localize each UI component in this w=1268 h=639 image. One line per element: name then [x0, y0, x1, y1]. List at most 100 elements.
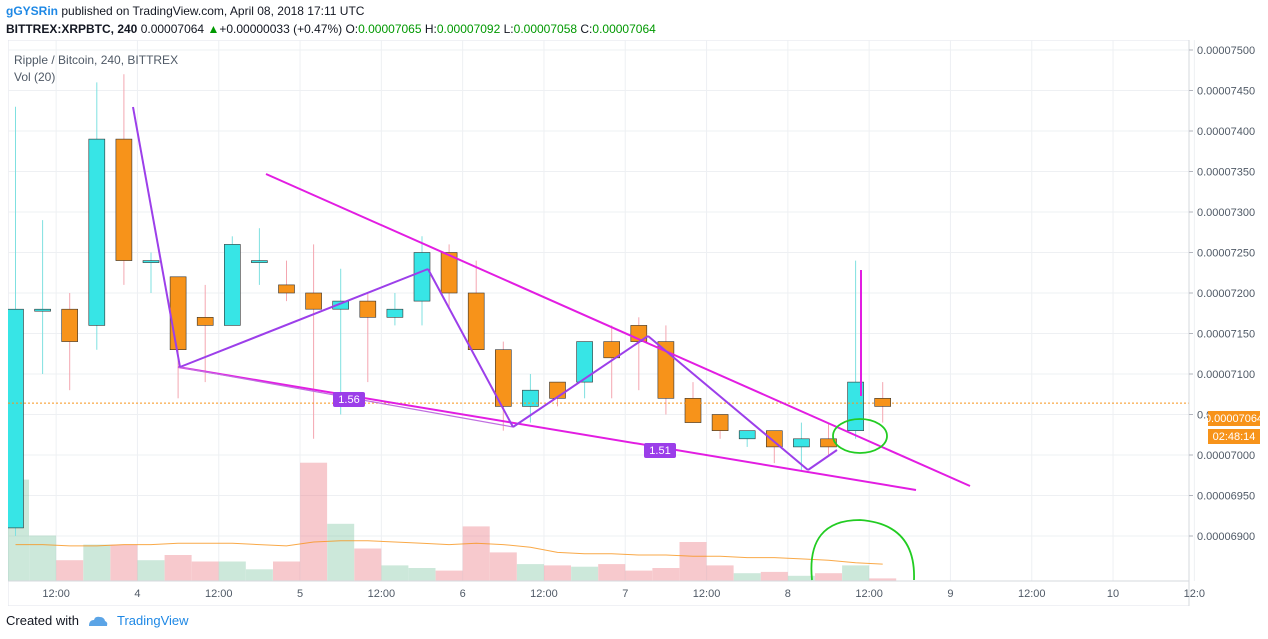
price-badge: 0.00007064 — [1205, 411, 1263, 426]
volume-bar — [787, 575, 815, 581]
price-tick-label: 0.00007400 — [1197, 126, 1255, 138]
candle-body — [738, 430, 756, 440]
volume-bar — [652, 568, 680, 581]
upper-trendline — [265, 173, 971, 487]
volume-bar — [300, 462, 328, 581]
time-tick-label: 4 — [134, 588, 140, 600]
candle-body — [874, 397, 892, 407]
volume-legend: Vol (20) — [14, 70, 55, 84]
author-link[interactable]: gGYSRin — [6, 4, 59, 18]
chart-background — [8, 40, 1264, 606]
price-badge-text: 0.00007064 — [1205, 413, 1263, 425]
volume-bar — [56, 560, 84, 581]
candle-body — [61, 308, 79, 342]
time-tick-label: 9 — [947, 588, 953, 600]
change-value: +0.00000033 (+0.47%) — [219, 22, 343, 36]
volume-bar — [218, 561, 246, 581]
candle-body — [332, 300, 350, 310]
volume-bar — [29, 535, 57, 581]
volume-bar — [273, 561, 300, 581]
candle-body — [386, 308, 404, 318]
low-label: L: — [503, 22, 514, 36]
price-chart[interactable]: 0.000069000.000069500.000070000.00007050… — [2, 39, 1264, 607]
zigzag-seg — [179, 268, 429, 368]
high-label: H: — [424, 22, 437, 36]
footer: Created with TradingView — [6, 613, 189, 628]
time-tick-label: 5 — [297, 588, 303, 600]
candle-body — [793, 438, 810, 448]
tradingview-logo-icon — [88, 616, 108, 626]
price-axis: 0.000069000.000069500.000070000.00007050… — [1188, 40, 1255, 606]
close-value: 0.00007064 — [592, 22, 656, 36]
time-tick-label: 8 — [785, 588, 791, 600]
time-tick-label: 12:00 — [530, 588, 558, 600]
volume-bar — [815, 573, 842, 581]
close-label: C: — [580, 22, 593, 36]
candle-body — [7, 308, 24, 529]
candle-body — [467, 292, 485, 351]
volume-bar — [733, 573, 761, 581]
volume-bar — [191, 561, 219, 581]
volume-bar — [544, 565, 571, 581]
volume-bar — [869, 578, 897, 581]
breakout-circle — [832, 418, 888, 454]
timer-badge-text: 02:48:14 — [1213, 431, 1256, 443]
open-value: 0.00007065 — [358, 22, 422, 36]
high-value: 0.00007092 — [436, 22, 501, 36]
candle-body — [115, 138, 133, 261]
candle-body — [684, 397, 702, 423]
drawings — [8, 106, 1189, 581]
price-tick-label: 0.00006950 — [1197, 491, 1255, 503]
volume-bar — [516, 564, 544, 581]
price-tick-label: 0.00007000 — [1197, 450, 1255, 462]
published-text: published on TradingView.com, April 08, … — [61, 4, 365, 18]
volume-bar — [760, 571, 788, 581]
candle-body — [820, 438, 837, 448]
candle-body — [494, 349, 512, 407]
lower-trendline — [177, 366, 917, 491]
time-axis: 12:00 4 12:00 5 12:00 6 12:00 7 12:00 8 12:00 9 12:0… — [8, 580, 1205, 600]
volume-bar — [435, 570, 463, 581]
price-tick-label: 0.00007450 — [1197, 86, 1255, 98]
time-tick-label: 12:00 — [368, 588, 396, 600]
candle-body — [196, 316, 214, 326]
time-tick-label: 7 — [622, 588, 628, 600]
chart-area[interactable]: 0.000069000.000069500.000070000.00007050… — [2, 39, 1264, 607]
price-tick-label: 0.00006900 — [1197, 531, 1255, 543]
open-label: O: — [345, 22, 359, 36]
volume-bar — [598, 564, 626, 581]
candle-body — [413, 252, 431, 302]
volume-bar — [571, 566, 599, 581]
candle-body — [305, 292, 322, 310]
price-tick-label: 0.00007150 — [1197, 329, 1255, 341]
volume-bar — [679, 542, 707, 581]
candle-body — [359, 300, 377, 318]
candle-body — [142, 260, 160, 263]
volume-bar — [245, 569, 273, 581]
last-price: 0.00007064 — [140, 22, 205, 36]
tradingview-link[interactable]: TradingView — [116, 613, 189, 628]
time-tick-label: 12:00 — [1018, 588, 1046, 600]
volume-bar — [408, 568, 436, 581]
grid — [8, 40, 1195, 581]
candle-body — [657, 341, 675, 399]
time-tick-label: 12:00 — [42, 588, 70, 600]
time-tick-label: 12:00 — [855, 588, 883, 600]
price-tick-label: 0.00007100 — [1197, 369, 1255, 381]
candle-body — [765, 430, 783, 448]
time-tick-label: 10 — [1107, 588, 1119, 600]
candle-body — [169, 276, 187, 351]
volume-bar — [381, 565, 409, 581]
created-with-label: Created with — [6, 613, 79, 628]
svg-text:1.51: 1.51 — [649, 445, 670, 457]
candle-body — [522, 389, 539, 407]
up-arrow-icon: ▲ — [207, 22, 220, 36]
price-tick-label: 0.00007350 — [1197, 167, 1255, 179]
ratio-label-b: 1.51 — [644, 443, 676, 458]
time-tick-label: 12:00 — [205, 588, 233, 600]
volume-bar — [110, 544, 138, 581]
zigzag-seg — [132, 106, 181, 368]
volume-ma-line — [15, 540, 883, 565]
price-tick-label: 0.00007250 — [1197, 248, 1255, 260]
volume-bar — [489, 552, 517, 581]
